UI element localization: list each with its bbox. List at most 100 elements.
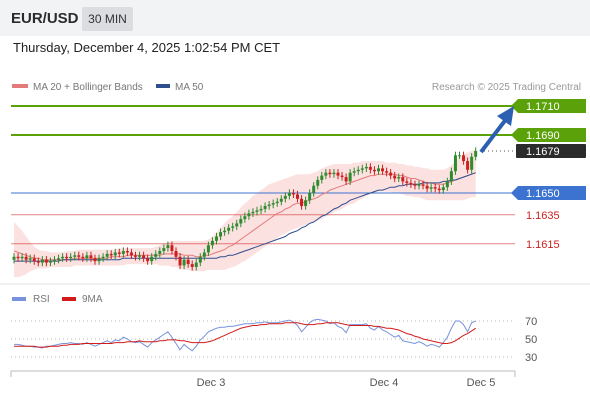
level-label-1.1635: 1.1635 [526, 210, 560, 222]
candle-body [308, 193, 312, 201]
candle-body [235, 223, 239, 227]
candle-body [81, 256, 85, 259]
candle-body [255, 210, 259, 212]
candle-body [146, 258, 150, 262]
candle-body [134, 255, 137, 257]
level-badge-1.1690 [511, 128, 586, 142]
candle-body [449, 171, 453, 182]
candle-body [125, 251, 129, 253]
candle-layer [12, 147, 478, 271]
candle-body [206, 245, 210, 253]
candle-body [142, 255, 146, 259]
candle-body [360, 168, 364, 170]
candle-body [381, 168, 385, 172]
candle-body [210, 240, 214, 246]
symbol-title: EUR/USD [11, 10, 79, 27]
rsi-ma-legend-label: 9MA [82, 294, 103, 305]
rsi-tick-50: 50 [525, 334, 537, 346]
candle-body [57, 258, 61, 260]
rsi-legend-label: RSI [33, 294, 50, 305]
timestamp: Thursday, December 4, 2025 1:02:54 PM CE… [13, 40, 281, 55]
candle-body [397, 177, 401, 179]
current-price-label: 1.1679 [526, 146, 560, 158]
candle-body [178, 256, 182, 266]
ma50-legend-swatch [156, 84, 170, 88]
candle-body [401, 177, 405, 182]
candle-body [393, 175, 397, 179]
candle-body [247, 213, 251, 217]
timeframe-badge[interactable]: 30 MIN [82, 7, 133, 31]
candle-body [40, 259, 44, 263]
candle-body [316, 179, 320, 186]
candle-body [24, 256, 28, 260]
candle-body [162, 248, 166, 251]
candle-body [182, 259, 186, 266]
candle-body [158, 251, 162, 254]
candle-body [53, 259, 56, 262]
candle-body [65, 256, 69, 259]
rsi-legend-swatch [12, 297, 26, 301]
candle-body [28, 258, 32, 260]
candle-body [405, 181, 409, 183]
candle-body [186, 259, 190, 265]
candle-body [364, 166, 368, 169]
candle-body [44, 259, 48, 263]
rsi-ma-legend-swatch [62, 297, 76, 301]
candle-body [36, 261, 40, 263]
candle-body [251, 211, 255, 214]
level-label-1.1710: 1.1710 [526, 101, 560, 113]
rsi-layer: 70 50 30 [11, 316, 537, 364]
candle-body [409, 182, 413, 185]
candle-body [259, 208, 263, 211]
candle-body [300, 198, 304, 207]
level-badge-1.1650 [511, 186, 586, 200]
candle-body [170, 245, 174, 251]
candle-body [320, 175, 324, 180]
candle-body [332, 172, 336, 175]
candle-body [356, 169, 360, 172]
candle-body [166, 245, 170, 249]
candle-body [368, 166, 372, 170]
candle-body [48, 261, 52, 263]
candle-body [93, 258, 97, 262]
x-tick-dec3: Dec 3 [197, 377, 226, 389]
candle-body [417, 184, 421, 186]
candle-body [117, 252, 121, 254]
candle-body [194, 262, 198, 267]
ma20-legend-swatch [12, 84, 28, 88]
candle-body [312, 185, 316, 193]
candle-body [105, 253, 109, 257]
candle-body [198, 256, 202, 263]
candle-body [215, 236, 218, 241]
candle-body [263, 206, 267, 209]
candle-body [16, 256, 20, 259]
candle-body [348, 172, 352, 182]
candle-body [344, 177, 348, 182]
candle-body [328, 172, 332, 175]
candle-body [129, 252, 133, 256]
candle-body [336, 172, 340, 176]
ma50-legend-label: MA 50 [175, 82, 204, 93]
candle-body [73, 255, 77, 257]
forecast-arrow-shaft [479, 116, 509, 154]
forecast-arrow-head [497, 106, 514, 126]
candle-body [445, 181, 449, 188]
candle-body [275, 201, 279, 204]
candle-body [421, 184, 425, 186]
candle-body [372, 169, 376, 172]
candle-body [190, 264, 194, 267]
candle-body [377, 168, 380, 172]
candle-body [385, 171, 389, 173]
candle-body [231, 226, 235, 228]
candle-body [291, 193, 295, 195]
candle-body [113, 252, 117, 256]
candle-body [453, 155, 457, 172]
candle-body [437, 188, 441, 191]
candle-body [150, 256, 154, 262]
candle-body [324, 172, 328, 176]
candle-body [109, 253, 113, 256]
level-badge-1.1710 [511, 99, 586, 113]
rsi-tick-30: 30 [525, 352, 537, 364]
x-tick-dec5: Dec 5 [467, 377, 496, 389]
candle-body [32, 258, 36, 262]
